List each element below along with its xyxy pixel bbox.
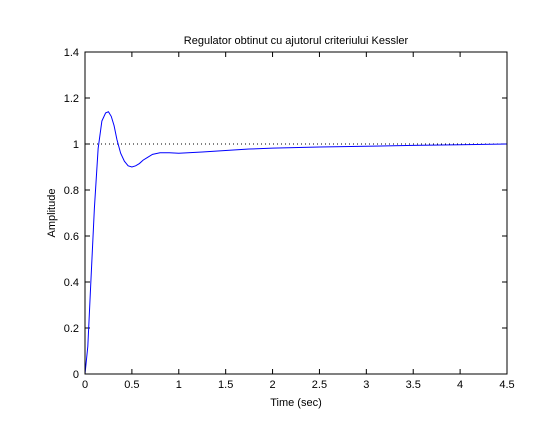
y-tick-label: 1.2 xyxy=(64,93,79,105)
y-tick-label: 1.4 xyxy=(64,47,79,59)
x-tick-label: 3 xyxy=(363,379,369,391)
y-tick-label: 0.4 xyxy=(64,277,79,289)
y-tick-label: 0.6 xyxy=(64,231,79,243)
plot-area xyxy=(85,52,507,374)
chart-title: Regulator obtinut cu ajutorul criteriulu… xyxy=(184,35,409,47)
x-axis-title: Time (sec) xyxy=(270,397,322,409)
y-axis-title: Amplitude xyxy=(46,189,58,238)
x-tick-label: 4 xyxy=(457,379,463,391)
y-tick-label: 0.8 xyxy=(64,185,79,197)
x-tick-label: 0 xyxy=(82,379,88,391)
x-tick-label: 3.5 xyxy=(406,379,421,391)
x-tick-label: 1 xyxy=(176,379,182,391)
x-tick-label: 2 xyxy=(269,379,275,391)
series-line-step-response xyxy=(84,111,508,375)
x-tick-label: 0.5 xyxy=(124,379,139,391)
x-tick-label: 2.5 xyxy=(312,379,327,391)
y-tick-label: 0 xyxy=(73,369,79,381)
x-tick-label: 1.5 xyxy=(218,379,233,391)
plot-frame xyxy=(84,51,508,375)
y-tick-label: 1 xyxy=(73,139,79,151)
x-tick-label: 4.5 xyxy=(499,379,514,391)
y-tick-label: 0.2 xyxy=(64,323,79,335)
axis-tick-labels: 0 0.5 1 1.5 2 2.5 3 3.5 4 4.5 0 0.2 0.4 0.6 0.8 1 1.2 1.4 xyxy=(64,47,515,391)
